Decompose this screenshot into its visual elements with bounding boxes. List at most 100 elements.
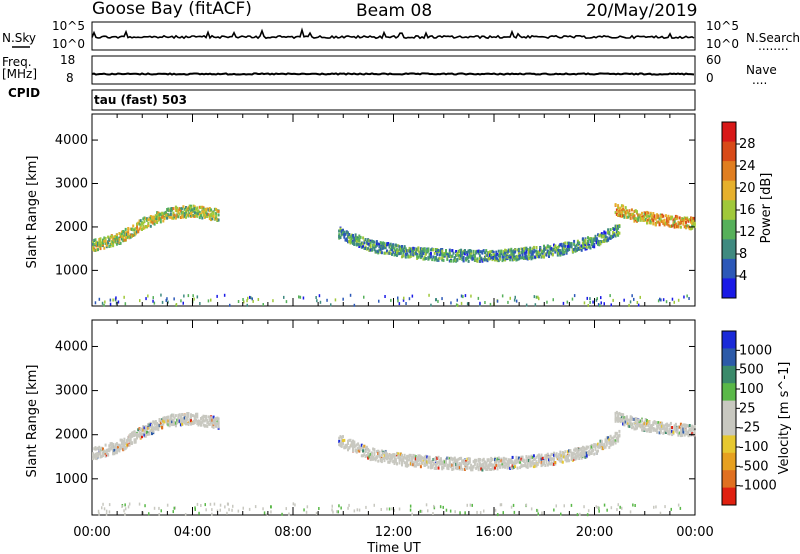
echo-cell — [412, 250, 415, 253]
echo-cell — [416, 457, 419, 461]
echo-cell — [443, 253, 446, 257]
echo-cell — [262, 507, 264, 511]
echo-cell — [600, 296, 602, 300]
echo-cell — [394, 458, 397, 461]
echo-cell — [387, 454, 390, 458]
echo-cell — [365, 240, 368, 244]
echo-cell — [589, 447, 592, 451]
echo-cell — [576, 239, 579, 243]
echo-cell — [174, 208, 177, 212]
echo-cell — [193, 214, 196, 218]
echo-cell — [574, 457, 577, 461]
echo-cell — [406, 249, 409, 253]
echo-cell — [119, 438, 122, 442]
echo-cell — [553, 243, 555, 247]
echo-cell — [629, 510, 632, 514]
echo-cell — [362, 245, 365, 249]
echo-cell — [148, 423, 151, 427]
echo-cell — [617, 213, 620, 217]
echo-cell — [532, 458, 535, 461]
echo-cell — [122, 235, 125, 239]
echo-cell — [598, 243, 601, 247]
echo-cell — [490, 459, 493, 462]
echo-cell — [440, 457, 442, 461]
echo-cell — [691, 426, 694, 429]
colorbar-tick-label: 12 — [739, 225, 756, 240]
echo-cell — [412, 461, 415, 465]
echo-cell — [525, 251, 528, 255]
echo-cell — [121, 505, 123, 508]
echo-cell — [142, 432, 145, 436]
echo-cell — [687, 432, 690, 436]
echo-cell — [559, 243, 562, 247]
echo-cell — [566, 245, 569, 249]
echo-cell — [362, 444, 365, 448]
echo-cell — [462, 256, 465, 259]
echo-cell — [414, 252, 417, 256]
echo-cell — [659, 297, 661, 301]
echo-cell — [107, 449, 110, 453]
echo-cell — [614, 418, 617, 422]
echo-cell — [433, 458, 436, 462]
echo-cell — [417, 456, 420, 460]
echo-cell — [122, 237, 125, 241]
echo-cell — [614, 419, 617, 423]
echo-cell — [459, 511, 461, 515]
echo-cell — [614, 415, 617, 419]
echo-cell — [623, 420, 626, 424]
nsearch-legend-dots: ........ — [758, 39, 789, 53]
echo-cell — [229, 303, 231, 307]
echo-cell — [618, 207, 621, 211]
echo-cell — [617, 418, 620, 422]
echo-cell — [471, 465, 474, 469]
echo-cell — [551, 462, 554, 466]
echo-cell — [512, 253, 515, 257]
echo-cell — [573, 248, 576, 252]
echo-cell — [340, 439, 343, 443]
echo-cell — [112, 444, 115, 448]
echo-cell — [587, 445, 589, 449]
echo-cell — [363, 239, 366, 243]
echo-cell — [206, 215, 209, 218]
echo-cell — [625, 418, 628, 422]
echo-cell — [148, 512, 150, 516]
echo-cell — [384, 246, 387, 250]
echo-cell — [237, 300, 240, 303]
echo-cell — [623, 423, 626, 427]
echo-cell — [119, 446, 122, 450]
echo-cell — [377, 459, 380, 463]
echo-cell — [543, 255, 545, 259]
echo-cell — [108, 238, 111, 242]
echo-cell — [202, 207, 205, 211]
echo-cell — [398, 454, 401, 458]
echo-cell — [530, 461, 533, 465]
x-tick-label: 16:00 — [475, 525, 512, 540]
echo-cell — [602, 444, 604, 448]
echo-cell — [419, 249, 422, 253]
echo-cell — [607, 238, 610, 242]
echo-cell — [595, 240, 598, 244]
echo-cell — [634, 424, 637, 428]
echo-cell — [153, 421, 156, 425]
echo-cell — [435, 464, 437, 468]
echo-cell — [183, 212, 186, 216]
echo-cell — [526, 462, 529, 466]
echo-cell — [183, 416, 186, 420]
echo-cell — [420, 509, 423, 513]
echo-cell — [128, 234, 131, 238]
echo-cell — [451, 254, 454, 258]
echo-cell — [615, 418, 618, 422]
echo-cell — [677, 503, 680, 507]
freq-axis-top: 18 — [60, 53, 75, 67]
echo-cell — [350, 443, 353, 447]
echo-cell — [610, 436, 613, 440]
echo-cell — [306, 505, 309, 509]
echo-cell — [586, 296, 588, 300]
echo-cell — [440, 252, 442, 256]
echo-cell — [517, 252, 520, 256]
echo-cell — [384, 451, 387, 455]
echo-cell — [352, 240, 354, 243]
echo-cell — [216, 217, 219, 221]
echo-cell — [692, 222, 695, 226]
echo-cell — [524, 256, 527, 260]
